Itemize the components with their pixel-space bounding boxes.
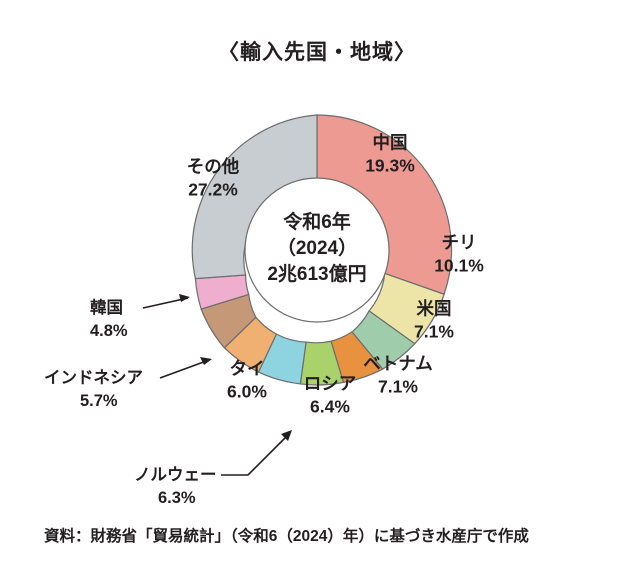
center-line-1: 令和6年 [283, 210, 351, 233]
callout-norway: ノルウェー 6.3% [134, 430, 292, 507]
center-label: 令和6年 （2024） 2兆613億円 [267, 210, 366, 285]
slice-label-russia-name: ロシア [304, 374, 357, 394]
source-note: 資料：財務省「貿易統計」（令和6（2024）年）に基づき水産庁で作成 [44, 528, 529, 545]
slice-label-russia-value: 6.4% [310, 397, 350, 417]
page-title: 〈輸入先国・地域〉 [218, 41, 416, 64]
callout-norway-line [221, 432, 291, 476]
slice-label-chile-name: チリ [442, 233, 477, 253]
callout-indonesia-line [159, 359, 210, 379]
callout-indonesia-arrow [200, 357, 212, 365]
donut-slices [191, 114, 453, 386]
slice-label-china-name: 中国 [373, 133, 408, 153]
slice-label-china: 中国 19.3% [365, 133, 415, 176]
callout-korea-arrow [179, 294, 190, 302]
slice-label-china-value: 19.3% [365, 156, 415, 176]
slice-label-thailand: タイ 6.0% [227, 359, 267, 402]
donut-chart: 令和6年 （2024） 2兆613億円 中国 19.3% チリ 10.1% 米国… [44, 114, 484, 507]
slice-label-thailand-name: タイ [230, 359, 265, 379]
callout-korea-value: 4.8% [90, 322, 128, 340]
slice-label-other: その他 27.2% [187, 157, 240, 200]
slice-label-chile-value: 10.1% [434, 256, 484, 276]
callout-indonesia: インドネシア 5.7% [44, 357, 212, 410]
callout-korea-name: 韓国 [90, 297, 123, 317]
center-line-3: 2兆613億円 [267, 262, 366, 285]
slice-label-chile: チリ 10.1% [434, 233, 484, 276]
callout-korea: 韓国 4.8% [90, 294, 190, 340]
slice-label-vietnam-value: 7.1% [378, 377, 418, 397]
slice-label-vietnam: ベトナム 7.1% [363, 354, 432, 397]
slice-label-vietnam-name: ベトナム [363, 354, 432, 374]
callout-indonesia-name: インドネシア [44, 368, 143, 387]
slice-label-russia: ロシア 6.4% [304, 374, 357, 417]
slice-label-usa-value: 7.1% [414, 322, 454, 342]
callout-norway-arrow [281, 430, 292, 441]
slice-label-thailand-value: 6.0% [227, 382, 267, 402]
donut-hole [244, 177, 390, 323]
callout-norway-name: ノルウェー [134, 465, 217, 484]
slice-label-other-value: 27.2% [188, 180, 238, 200]
center-line-2: （2024） [277, 236, 357, 259]
slice-label-usa-name: 米国 [417, 299, 452, 319]
slice-label-other-name: その他 [187, 157, 240, 177]
callout-norway-value: 6.3% [158, 489, 196, 507]
slice-label-usa: 米国 7.1% [414, 299, 454, 342]
callout-indonesia-value: 5.7% [80, 392, 118, 410]
